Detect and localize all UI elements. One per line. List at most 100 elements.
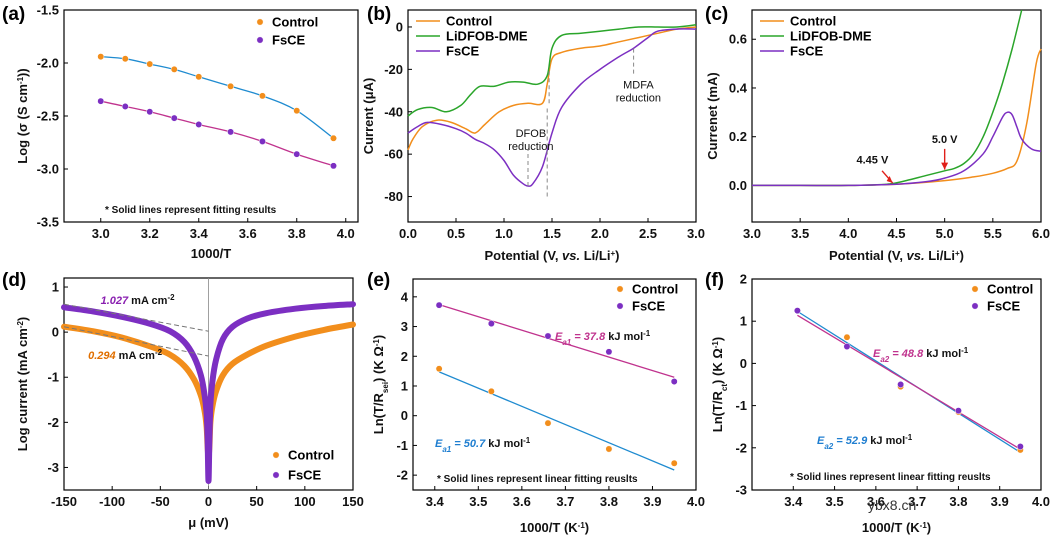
y-tick-label: 0.0 [729, 178, 747, 193]
x-axis-label: μ (mV) [188, 515, 228, 530]
legend-label-fsce: FsCE [446, 44, 480, 59]
tafel-curve-fsce [61, 301, 356, 485]
x-tick-label: 3.6 [239, 226, 257, 241]
y-tick-label: -3.0 [37, 162, 59, 177]
y-axis-label: Log (σ (S cm-1)) [15, 68, 30, 163]
x-axis-label-part: -1 [578, 521, 586, 530]
y-axis-label-part: sei [381, 382, 390, 393]
y-tick-label: -60 [384, 147, 403, 162]
legend-label-fsce: FsCE [987, 299, 1021, 314]
x-tick-label: 4.0 [337, 226, 355, 241]
activation-energy-ctrl-part: = [451, 438, 464, 450]
y-axis-label-part: Ln(T/R [371, 392, 386, 434]
arrowhead-445 [886, 176, 893, 184]
legend-label-control: Control [446, 14, 492, 29]
plot-frame [412, 278, 697, 491]
onset-label-445: 4.45 V [857, 155, 889, 167]
y-tick-label: 1 [740, 314, 747, 329]
fit-note: * Solid lines represent fitting results [105, 205, 277, 216]
x-tick-label: 50 [249, 494, 263, 509]
x-tick-label: 0 [205, 494, 212, 509]
mdfa-label: MDFA [623, 79, 654, 91]
x-axis-label-part: Potential (V, [485, 248, 563, 263]
x-axis-label-part: μ (mV) [188, 515, 228, 530]
panel-c: 3.0 3.5 4.0 4.5 5.0 5.5 6.0 0.0 0.2 0.4 0.6(c) Cont… [705, 4, 1050, 263]
y-axis-label-part: )) [15, 68, 30, 77]
x-tick-label: 100 [294, 494, 316, 509]
data-point-fsce [259, 137, 266, 145]
x-axis-label-part: ) [927, 520, 931, 535]
exchange-current-fs-part: 1.027 [101, 295, 129, 307]
y-tick-label: 1 [52, 280, 59, 295]
y-tick-label: 4 [401, 289, 409, 304]
y-tick-label: -3.5 [37, 215, 59, 230]
plot-frame [751, 278, 1042, 491]
curve-lidfob-dme [407, 24, 697, 117]
tangent-fs [63, 303, 209, 332]
data-point-fsce [121, 103, 129, 110]
x-axis-label-part: 1000/T (K [862, 520, 920, 535]
tangent-ctrl [63, 326, 209, 357]
legend-label-control: Control [632, 282, 678, 297]
data-point-control [435, 365, 443, 373]
legend-label-fsce: FsCE [288, 468, 322, 483]
x-tick-label: 3.2 [141, 226, 159, 241]
fit-line-control [100, 55, 334, 139]
y-tick-label: -3 [735, 483, 747, 498]
activation-energy-fs-part: E [555, 331, 563, 343]
activation-energy-fs-part: -1 [643, 329, 651, 338]
linear-fit-control [438, 371, 675, 471]
data-point-fsce [227, 128, 235, 136]
data-point-fsce [605, 348, 613, 356]
y-tick-label: -2 [47, 415, 59, 430]
data-point-fsce [897, 381, 905, 388]
activation-energy-fs-part: kJ mol [605, 331, 643, 343]
y-tick-label: -80 [384, 189, 403, 204]
y-axis-label-part: Current ( [361, 99, 376, 155]
x-tick-label: 3.0 [92, 226, 110, 241]
legend-marker-control [272, 451, 280, 459]
activation-energy-ctrl: Ea1 = 50.7 kJ mol-1 [435, 436, 531, 454]
panel-b: 0.0 0.5 1.0 1.5 2.0 2.5 3.0 -80 -60 -40 -20 0 (b) Con… [361, 4, 705, 263]
data-point-control [227, 82, 235, 90]
data-point-control [121, 55, 129, 63]
data-point-control [293, 107, 301, 115]
data-point-control [170, 65, 178, 73]
y-axis-label-part: ct [720, 384, 729, 391]
panel-label: (f) [705, 270, 724, 291]
x-tick-label: 3.5 [791, 226, 809, 241]
x-tick-label: 5.5 [984, 226, 1002, 241]
x-tick-label: 0.0 [399, 226, 417, 241]
data-point-control [259, 92, 266, 100]
data-point-fsce [435, 301, 443, 309]
dfob-label-2: reduction [508, 141, 553, 153]
x-tick-label: 3.9 [643, 494, 661, 509]
exchange-current-ctrl-part: 0.294 [88, 350, 116, 362]
activation-energy-ctrl-part: kJ mol [867, 435, 905, 447]
activation-energy-ctrl-part: 50.7 [464, 438, 486, 450]
data-point-fsce [793, 307, 801, 315]
panel-f: 3.4 3.5 3.6 3.7 3.8 3.9 4.0 -3 -2 -1 0 1 2 (f) Control… [705, 270, 1050, 535]
data-point-fsce [330, 162, 337, 170]
y-axis-label: Currenet (mA) [705, 72, 720, 159]
data-point-fsce [146, 108, 154, 116]
activation-energy-fs: Ea2 = 48.8 kJ mol-1 [873, 346, 969, 364]
legend-marker-fsce [616, 302, 624, 310]
y-tick-label: 0 [401, 408, 408, 423]
legend-label-control: Control [288, 448, 334, 463]
x-tick-label: 3.4 [426, 494, 445, 509]
y-axis-label-part: -1 [372, 339, 381, 347]
x-tick-label: 3.8 [600, 494, 618, 509]
x-axis-label-part: Li/Li [580, 248, 610, 263]
y-axis-label-part: ) [371, 335, 386, 339]
data-point-fsce [670, 378, 678, 385]
x-axis-label-part: vs. [907, 248, 925, 263]
data-point-fsce [170, 114, 178, 122]
x-axis-label: 1000/T (K-1) [520, 520, 589, 535]
y-tick-label: 2 [740, 272, 747, 287]
panel-e: 3.4 3.5 3.6 3.7 3.8 3.9 4.0 -2 -1 0 1 2 3 4 (e) Control… [367, 270, 705, 535]
x-tick-label: 1.5 [543, 226, 561, 241]
y-tick-label: 2 [401, 349, 408, 364]
y-axis-label: Ln(T/Rct) (K Ω-1) [710, 337, 729, 432]
legend-label-fsce: FsCE [790, 44, 824, 59]
